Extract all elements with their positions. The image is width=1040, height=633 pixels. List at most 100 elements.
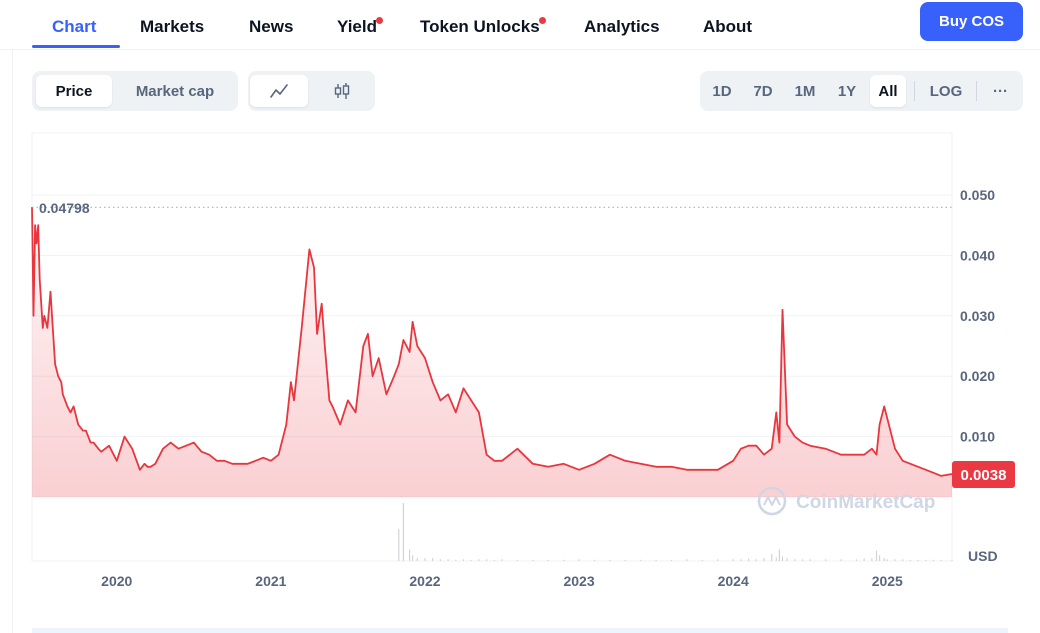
currency-label: USD: [968, 548, 998, 564]
tab-market-cap[interactable]: Market cap: [135, 82, 215, 100]
volume-bar: [402, 503, 404, 561]
volume-bar: [640, 559, 642, 561]
coinmarketcap-logo-icon: [757, 486, 787, 516]
chart-scroll-strip[interactable]: [32, 628, 1008, 633]
volume-bar: [478, 559, 480, 561]
range-7d[interactable]: 7D: [753, 82, 773, 100]
tab-about[interactable]: About: [703, 17, 752, 50]
volume-bar: [902, 559, 904, 561]
tab-chart[interactable]: Chart: [52, 17, 96, 50]
volume-bar: [951, 559, 953, 561]
notification-dot-icon: [538, 17, 546, 24]
candlestick-button[interactable]: [312, 75, 371, 107]
active-tab-underline: [32, 45, 120, 48]
volume-bar: [447, 559, 449, 561]
range-1d[interactable]: 1D: [712, 82, 732, 100]
candlestick-icon: [334, 83, 349, 99]
tab-markets[interactable]: Markets: [140, 17, 204, 50]
tab-label: About: [703, 17, 753, 36]
volume-bar: [416, 558, 418, 561]
volume-bar: [624, 559, 626, 561]
volume-bar: [794, 559, 796, 561]
volume-bar: [932, 559, 935, 561]
volume-bar: [871, 558, 873, 561]
volume-bar: [563, 559, 565, 561]
price-line: [31, 207, 953, 477]
volume-bar: [809, 559, 811, 561]
range-all[interactable]: All: [870, 75, 906, 107]
current-price-label: 0.0038: [961, 467, 1007, 484]
volume-bar: [455, 559, 457, 561]
volume-bar: [925, 559, 927, 561]
tab-label: Yield: [337, 17, 377, 36]
tab-yield[interactable]: Yield: [337, 17, 383, 50]
price-area-fill: [32, 207, 952, 497]
volume-bar: [875, 550, 878, 561]
divider: [914, 81, 915, 101]
volume-bar: [593, 559, 596, 561]
divider: [12, 50, 13, 633]
volume-bar: [412, 555, 414, 561]
volume-bar: [778, 549, 781, 561]
volume-bar: [501, 559, 503, 561]
tab-navigation: Chart Markets News Yield Token Unlocks Analyt…: [0, 0, 1040, 50]
notification-dot-icon: [376, 17, 383, 24]
y-tick-label: 0.050: [960, 187, 995, 203]
volume-bar: [747, 558, 750, 561]
volume-bar: [408, 549, 411, 561]
volume-bar: [609, 559, 611, 561]
x-tick-label: 2022: [409, 573, 440, 589]
volume-bar: [801, 559, 804, 561]
volume-bar: [755, 559, 757, 561]
more-options-button[interactable]: ···: [993, 82, 1008, 100]
x-tick-label: 2025: [872, 573, 903, 589]
volume-bar: [516, 559, 519, 561]
tab-label: Chart: [52, 17, 97, 36]
range-1m[interactable]: 1M: [794, 82, 816, 100]
volume-bar: [917, 559, 919, 561]
tab-news[interactable]: News: [249, 17, 293, 50]
volume-bar: [486, 559, 488, 561]
tab-price[interactable]: Price: [36, 75, 112, 107]
current-price-badge: [952, 461, 1015, 489]
volume-bar: [883, 558, 885, 561]
y-tick-label: 0.030: [960, 308, 995, 324]
volume-bar: [855, 559, 858, 561]
coinmarketcap-watermark: CoinMarketCap: [757, 486, 935, 516]
volume-bar: [894, 559, 896, 561]
divider: [976, 81, 977, 101]
volume-bar: [775, 557, 777, 561]
volume-bar: [840, 559, 842, 561]
volume-bar: [717, 559, 719, 561]
volume-bar: [532, 559, 534, 561]
volume-bar: [493, 559, 495, 561]
range-1y[interactable]: 1Y: [837, 82, 857, 100]
volume-bar: [940, 559, 942, 561]
volume-bar: [578, 559, 580, 561]
volume-bar: [763, 558, 765, 561]
volume-bar: [686, 559, 688, 561]
y-tick-label: 0.020: [960, 368, 995, 384]
volume-bar: [655, 559, 657, 561]
y-tick-label: 0.040: [960, 247, 995, 263]
tab-label: Analytics: [584, 17, 660, 36]
line-chart-icon: [270, 84, 288, 98]
x-tick-label: 2020: [101, 573, 132, 589]
volume-bar: [909, 559, 911, 561]
tab-token-unlocks[interactable]: Token Unlocks: [420, 17, 546, 50]
metric-toggle: Price Market cap: [32, 71, 238, 111]
volume-bar: [670, 559, 673, 561]
volume-bar: [825, 559, 827, 561]
line-chart-button[interactable]: [250, 75, 308, 107]
volume-bar: [424, 558, 426, 561]
tab-label: News: [249, 17, 294, 36]
tab-analytics[interactable]: Analytics: [584, 17, 660, 50]
volume-bar: [547, 559, 549, 561]
y-tick-label: 0.010: [960, 429, 995, 445]
volume-bar: [786, 558, 788, 561]
watermark-text: CoinMarketCap: [796, 492, 935, 513]
log-scale-toggle[interactable]: LOG: [929, 82, 963, 100]
start-price-label: 0.04798: [39, 200, 90, 216]
buy-button[interactable]: Buy COS: [920, 2, 1023, 41]
